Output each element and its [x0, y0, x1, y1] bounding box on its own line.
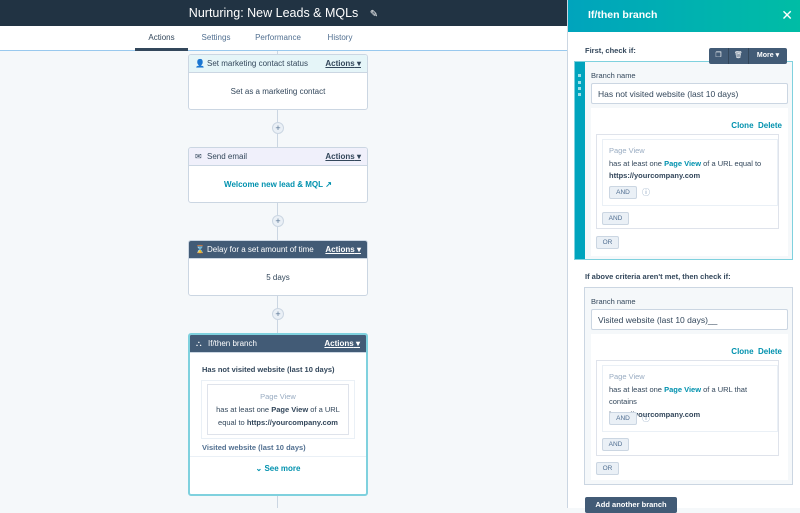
- delete-link[interactable]: Delete: [757, 347, 782, 356]
- trash-icon[interactable]: 🗑: [729, 48, 749, 64]
- external-link-icon[interactable]: ↗: [325, 180, 332, 189]
- and-button[interactable]: AND: [602, 438, 629, 451]
- clone-link[interactable]: Clone: [731, 121, 754, 130]
- filter-title: Page View: [609, 372, 645, 381]
- or-button[interactable]: OR: [596, 462, 619, 475]
- card-title: Delay for a set amount of time: [207, 244, 314, 254]
- see-more-link[interactable]: ⌄ See more: [255, 464, 301, 473]
- add-another-branch-button[interactable]: Add another branch: [585, 497, 677, 513]
- workflow-title[interactable]: Nurturing: New Leads & MQLs: [188, 6, 359, 20]
- drag-handle[interactable]: [575, 62, 585, 259]
- more-dropdown[interactable]: More ▾: [756, 52, 780, 59]
- second-check-label: If above criteria aren't met, then check…: [585, 272, 731, 281]
- panel-title: If/then branch: [588, 9, 658, 21]
- card-title: If/then branch: [208, 338, 257, 348]
- action-card-if-then-branch[interactable]: ⛬ If/then branch Actions ▾ Has not visited…: [188, 333, 368, 496]
- filter-title: Page View: [609, 146, 645, 155]
- and-button[interactable]: AND: [609, 412, 637, 425]
- actions-dropdown[interactable]: Actions ▾: [325, 244, 361, 254]
- delete-link[interactable]: Delete: [757, 121, 782, 130]
- card-body: 5 days: [266, 273, 290, 282]
- add-action-button[interactable]: +: [272, 308, 284, 320]
- branch-2: Branch name Visited website (last 10 day…: [584, 287, 793, 485]
- card-title: Set marketing contact status: [207, 58, 308, 68]
- actions-dropdown[interactable]: Actions ▾: [324, 338, 360, 348]
- tab-settings[interactable]: Settings: [201, 33, 231, 42]
- workflow-header: Nurturing: New Leads & MQLs ✎: [0, 0, 567, 26]
- page-view-link[interactable]: Page View: [664, 384, 702, 394]
- page-view-link[interactable]: Page View: [664, 158, 702, 168]
- branch-toolbar: ❐ 🗑 More ▾: [709, 48, 787, 64]
- tab-performance[interactable]: Performance: [255, 33, 301, 42]
- filter-title: Page View: [260, 392, 296, 401]
- if-then-branch-panel: If/then branch ✕ First, check if: Branch…: [567, 0, 800, 513]
- hourglass-icon: ⌛: [195, 244, 205, 254]
- pencil-icon[interactable]: ✎: [369, 9, 379, 20]
- contact-icon: 👤: [195, 58, 205, 68]
- branch-1-name: Has not visited website (last 10 days): [202, 365, 335, 374]
- actions-dropdown[interactable]: Actions ▾: [325, 151, 361, 161]
- info-icon[interactable]: ⓘ: [642, 188, 650, 197]
- filter-url: https://yourcompany.com: [609, 171, 701, 180]
- add-action-button[interactable]: +: [272, 215, 284, 227]
- branch-icon: ⛬: [196, 338, 202, 348]
- branch-name-label: Branch name: [591, 297, 636, 306]
- branch-name-label: Branch name: [591, 71, 636, 80]
- copy-icon[interactable]: ❐: [709, 48, 729, 64]
- clone-link[interactable]: Clone: [731, 347, 754, 356]
- branch-2-name: Visited website (last 10 days): [190, 439, 366, 457]
- and-button[interactable]: AND: [609, 186, 637, 199]
- actions-dropdown[interactable]: Actions ▾: [325, 58, 361, 68]
- action-card-send-email[interactable]: ✉ Send email Actions ▾ Welcome new lead & …: [188, 147, 368, 203]
- branch-name-input[interactable]: Has not visited website (last 10 days): [591, 83, 788, 104]
- branch-name-input[interactable]: Visited website (last 10 days)__: [591, 309, 788, 330]
- and-button[interactable]: AND: [602, 212, 629, 225]
- action-card-delay[interactable]: ⌛ Delay for a set amount of time Actions ▾…: [188, 240, 368, 296]
- add-action-button[interactable]: +: [272, 122, 284, 134]
- tab-bar: Actions Settings Performance History: [0, 26, 567, 51]
- action-card-contact-status[interactable]: 👤 Set marketing contact status Actions ▾ S…: [188, 54, 368, 110]
- info-icon[interactable]: ⓘ: [642, 414, 650, 423]
- email-icon: ✉: [195, 151, 202, 161]
- branch-1: Branch name Has not visited website (las…: [574, 61, 793, 260]
- card-title: Send email: [207, 151, 248, 161]
- tab-history[interactable]: History: [327, 33, 353, 42]
- card-body: Set as a marketing contact: [230, 87, 326, 96]
- tab-actions[interactable]: Actions: [135, 26, 188, 51]
- first-check-label: First, check if:: [585, 46, 636, 55]
- filter-url: https://yourcompany.com: [609, 409, 701, 419]
- email-link[interactable]: Welcome new lead & MQL: [224, 180, 324, 189]
- or-button[interactable]: OR: [596, 236, 619, 249]
- close-icon[interactable]: ✕: [781, 7, 793, 23]
